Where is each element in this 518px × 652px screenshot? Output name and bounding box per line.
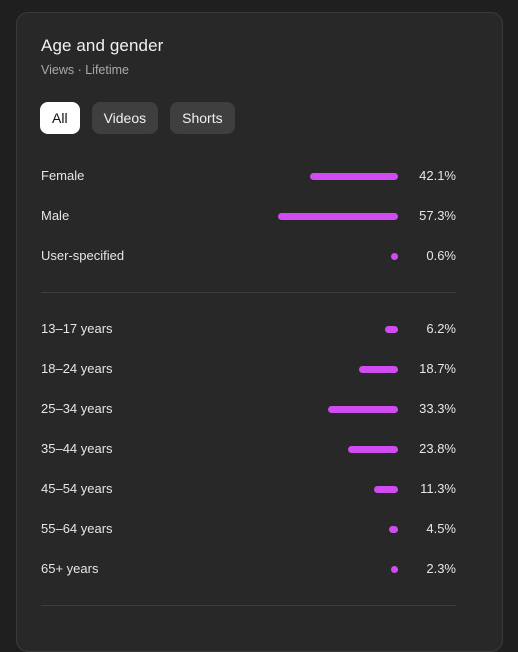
age-label: 45–54 years xyxy=(41,481,113,496)
age-bar xyxy=(358,366,398,373)
age-row: 45–54 years 11.3% xyxy=(41,469,456,509)
age-row: 18–24 years 18.7% xyxy=(41,349,456,389)
gender-bar xyxy=(310,173,398,180)
filter-tabs: All Videos Shorts xyxy=(40,102,235,134)
age-percent: 6.2% xyxy=(426,321,456,336)
age-label: 55–64 years xyxy=(41,521,113,536)
gender-bar xyxy=(278,213,398,220)
age-label: 25–34 years xyxy=(41,401,113,416)
section-divider xyxy=(41,292,456,293)
age-percent: 2.3% xyxy=(426,561,456,576)
age-percent: 4.5% xyxy=(426,521,456,536)
gender-list: Female 42.1% Male 57.3% User-specified 0.6% xyxy=(41,156,456,276)
card-title: Age and gender xyxy=(41,36,164,55)
age-row: 55–64 years 4.5% xyxy=(41,509,456,549)
gender-label: User-specified xyxy=(41,248,125,263)
age-bar xyxy=(391,566,398,573)
age-row: 13–17 years 6.2% xyxy=(41,309,456,349)
gender-row: Male 57.3% xyxy=(41,196,456,236)
age-percent: 18.7% xyxy=(419,361,456,376)
age-percent: 33.3% xyxy=(419,401,456,416)
age-bar xyxy=(328,406,398,413)
section-divider-bottom xyxy=(41,605,456,606)
gender-percent: 57.3% xyxy=(419,208,456,223)
age-row: 25–34 years 33.3% xyxy=(41,389,456,429)
age-bar xyxy=(348,446,398,453)
gender-label: Male xyxy=(41,208,70,223)
gender-row: Female 42.1% xyxy=(41,156,456,196)
age-row: 65+ years 2.3% xyxy=(41,549,456,589)
age-label: 65+ years xyxy=(41,561,99,576)
card-subtitle: Views · Lifetime xyxy=(41,63,129,77)
gender-bar xyxy=(391,253,398,260)
gender-row: User-specified 0.6% xyxy=(41,236,456,276)
tab-videos[interactable]: Videos xyxy=(91,102,159,134)
gender-percent: 42.1% xyxy=(419,168,456,183)
age-bar xyxy=(374,486,398,493)
age-bar xyxy=(385,326,398,333)
age-percent: 23.8% xyxy=(419,441,456,456)
age-gender-card: Age and gender Views · Lifetime All Vide… xyxy=(16,12,503,652)
gender-percent: 0.6% xyxy=(426,248,456,263)
tab-shorts[interactable]: Shorts xyxy=(170,102,235,134)
age-label: 13–17 years xyxy=(41,321,113,336)
age-label: 18–24 years xyxy=(41,361,113,376)
age-row: 35–44 years 23.8% xyxy=(41,429,456,469)
age-label: 35–44 years xyxy=(41,441,113,456)
age-list: 13–17 years 6.2% 18–24 years 18.7% 25–34 yea… xyxy=(41,309,456,589)
age-percent: 11.3% xyxy=(420,481,456,496)
gender-label: Female xyxy=(41,168,85,183)
age-bar xyxy=(388,526,398,533)
tab-all[interactable]: All xyxy=(40,102,80,134)
